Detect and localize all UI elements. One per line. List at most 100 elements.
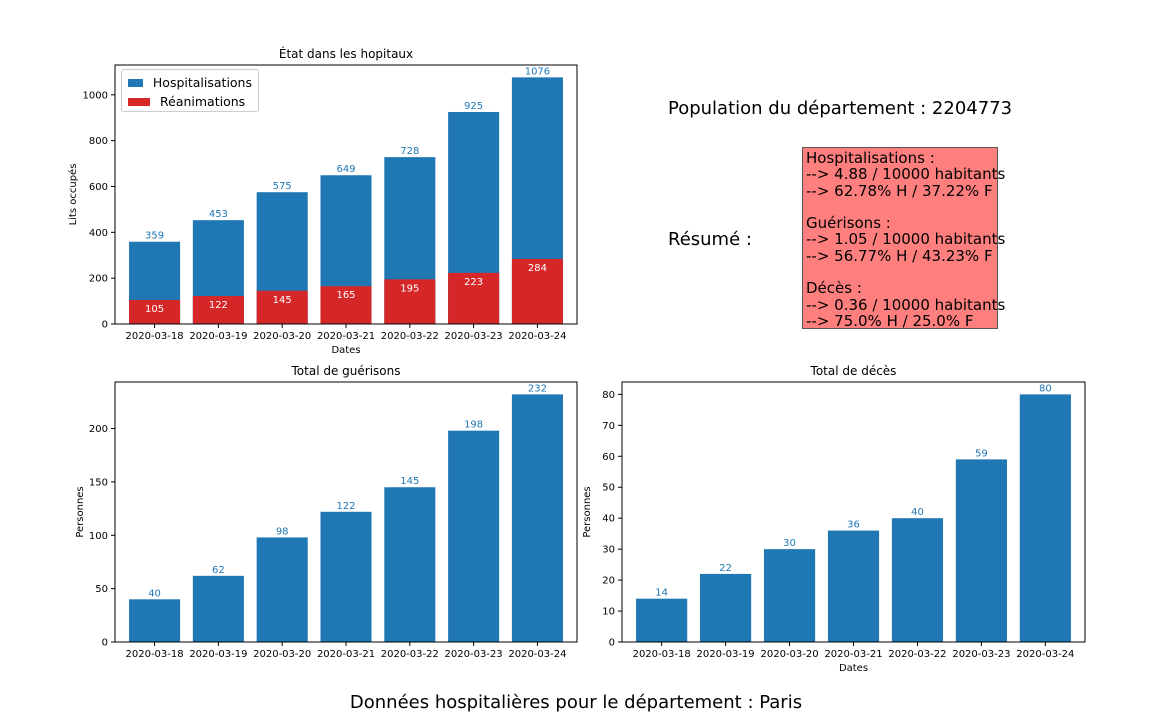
guerisons-xtick-label-1: 2020-03-19: [189, 649, 247, 660]
etat-bar-secondary-3: [320, 286, 372, 324]
etat-data-label-primary-0: 359: [145, 231, 164, 242]
deces-ytick-label-3: 30: [602, 545, 615, 556]
guerisons-bar-primary-1: [192, 575, 244, 642]
deces-ytick-label-1: 10: [602, 607, 615, 618]
deces-data-label-primary-0: 14: [655, 588, 668, 599]
etat-xtick-label-1: 2020-03-19: [189, 331, 247, 342]
deces-data-label-primary-1: 22: [719, 563, 732, 574]
guerisons-chart-title: Total de guérisons: [291, 364, 401, 378]
deces-data-label-primary-6: 80: [1039, 383, 1052, 394]
etat-data-label-secondary-4: 195: [400, 283, 419, 294]
deces-xtick-label-2: 2020-03-20: [760, 649, 818, 660]
guerisons-data-label-primary-6: 232: [528, 383, 547, 394]
etat-data-label-secondary-2: 145: [273, 295, 292, 306]
guerisons-bar-primary-6: [511, 394, 563, 642]
legend-item-hospitalisations: Hospitalisations: [128, 73, 252, 92]
deces-bar-primary-6: [1019, 394, 1071, 642]
legend: Hospitalisations Réanimations: [121, 69, 259, 112]
guerisons-ytick-label-0: 0: [102, 638, 108, 649]
etat-data-label-primary-5: 925: [464, 101, 483, 112]
legend-label-hospitalisations: Hospitalisations: [152, 75, 252, 90]
summary-dec-title: Décès :: [806, 279, 862, 298]
summary-guerisons: Guérisons : --> 1.05 / 10000 habitants -…: [806, 214, 1006, 265]
deces-data-label-primary-3: 36: [847, 520, 860, 531]
etat-ytick-label-5: 1000: [83, 90, 108, 101]
guerisons-bar-primary-0: [129, 599, 181, 642]
etat-yaxis-label: Lits occupés: [67, 164, 79, 226]
deces-xtick-label-3: 2020-03-21: [824, 649, 882, 660]
etat-xaxis-label: Dates: [331, 345, 360, 356]
etat-ytick-label-2: 400: [89, 228, 108, 239]
etat-data-label-primary-3: 649: [336, 164, 355, 175]
guerisons-data-label-primary-0: 40: [148, 588, 161, 599]
summary-dec-gender: --> 75.0% H / 25.0% F: [806, 311, 974, 330]
deces-ytick-label-5: 50: [602, 483, 615, 494]
deces-ytick-label-4: 40: [602, 514, 615, 525]
deces-bar-primary-2: [763, 549, 816, 642]
summary-gue-title: Guérisons :: [806, 214, 891, 233]
figure-title: Données hospitalières pour le départemen…: [349, 692, 803, 713]
deces-yaxis-label: Personnes: [582, 486, 593, 537]
etat-data-label-secondary-6: 284: [528, 263, 547, 274]
deces-data-label-primary-4: 40: [911, 507, 924, 518]
deces-ytick-label-2: 20: [602, 576, 615, 587]
deces-bar-primary-1: [700, 573, 752, 642]
legend-item-reanimations: Réanimations: [128, 92, 252, 111]
etat-ytick-label-4: 800: [89, 136, 108, 147]
summary-gue-gender: --> 56.77% H / 43.23% F: [806, 246, 993, 265]
etat-xtick-label-3: 2020-03-21: [317, 331, 375, 342]
etat-bar-secondary-1: [192, 296, 244, 324]
summary-hosp-rate: --> 4.88 / 10000 habitants: [806, 165, 1006, 184]
summary-hosp-title: Hospitalisations :: [806, 149, 935, 167]
guerisons-bar-primary-5: [448, 430, 500, 642]
deces-bar-primary-0: [636, 598, 688, 642]
deces-xtick-label-4: 2020-03-22: [888, 649, 946, 660]
guerisons-data-label-primary-2: 98: [276, 526, 289, 537]
deces-data-label-primary-5: 59: [975, 448, 988, 459]
deces-xtick-label-0: 2020-03-18: [633, 649, 691, 660]
deces-ytick-label-7: 70: [602, 421, 615, 432]
etat-chart-title: État dans les hopitaux: [279, 46, 413, 61]
guerisons-bar-primary-3: [320, 511, 372, 642]
guerisons-bar-primary-4: [384, 487, 436, 642]
deces-chart-title: Total de décès: [810, 364, 897, 378]
etat-data-label-primary-2: 575: [273, 181, 292, 192]
etat-ytick-label-3: 600: [89, 182, 108, 193]
guerisons-ytick-label-2: 100: [89, 531, 108, 542]
guerisons-xtick-label-0: 2020-03-18: [126, 649, 184, 660]
deces-xtick-label-1: 2020-03-19: [697, 649, 755, 660]
guerisons-xtick-label-2: 2020-03-20: [253, 649, 311, 660]
etat-bar-secondary-4: [384, 279, 436, 324]
etat-data-label-secondary-3: 165: [336, 290, 355, 301]
deces-xaxis-label: Dates: [839, 663, 868, 674]
deces-bar-primary-3: [827, 530, 880, 642]
etat-data-label-primary-1: 453: [209, 209, 228, 220]
summary-deces: Décès : --> 0.36 / 10000 habitants --> 7…: [806, 279, 1005, 330]
guerisons-data-label-primary-3: 122: [336, 501, 355, 512]
summary-box: Hospitalisations : --> 4.88 / 10000 habi…: [802, 147, 1006, 330]
deces-xtick-label-6: 2020-03-24: [1016, 649, 1074, 660]
etat-xtick-label-0: 2020-03-18: [126, 331, 184, 342]
guerisons-data-label-primary-1: 62: [212, 565, 225, 576]
deces-data-label-primary-2: 30: [783, 538, 796, 549]
etat-data-label-primary-4: 728: [400, 146, 419, 157]
deces-ytick-label-0: 0: [609, 638, 615, 649]
deces-ytick-label-6: 60: [602, 452, 615, 463]
population-text: Population du département : 2204773: [668, 98, 1013, 119]
deces-xtick-label-5: 2020-03-23: [952, 649, 1010, 660]
resume-label: Résumé :: [668, 229, 752, 250]
legend-swatch-reanimations: [128, 97, 150, 106]
legend-swatch-hospitalisations: [128, 78, 143, 87]
guerisons-ytick-label-4: 200: [89, 424, 108, 435]
deces-ytick-label-8: 80: [602, 390, 615, 401]
guerisons-xtick-label-6: 2020-03-24: [508, 649, 566, 660]
deces-bar-primary-5: [955, 459, 1007, 642]
etat-xtick-label-2: 2020-03-20: [253, 331, 311, 342]
summary-gue-rate: --> 1.05 / 10000 habitants: [806, 230, 1006, 249]
etat-bar-secondary-5: [448, 272, 500, 324]
etat-data-label-secondary-1: 122: [209, 300, 228, 311]
guerisons-data-label-primary-5: 198: [464, 420, 483, 431]
guerisons-xtick-label-4: 2020-03-22: [381, 649, 439, 660]
etat-data-label-secondary-5: 223: [464, 277, 483, 288]
